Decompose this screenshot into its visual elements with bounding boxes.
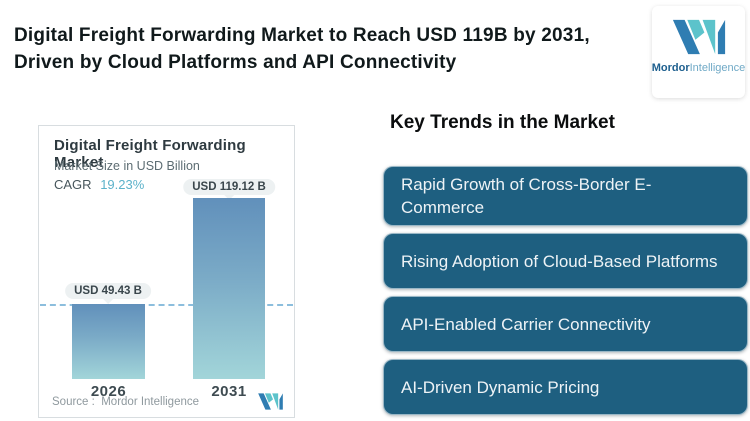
cagr-row: CAGR 19.23% [54,177,144,192]
trend-item-api-connectivity: API-Enabled Carrier Connectivity [383,296,748,352]
market-chart-card: Digital Freight Forwarding Market Market… [38,125,295,418]
trend-item-label: AI-Driven Dynamic Pricing [401,377,600,397]
page-title-line-2: Driven by Cloud Platforms and API Connec… [14,52,457,73]
trend-item-label: API-Enabled Carrier Connectivity [401,314,651,334]
brand-wordmark: MordorIntelligence [652,62,746,74]
chart-source-row: Source : Mordor Intelligence [52,393,284,410]
trend-item-ai-pricing: AI-Driven Dynamic Pricing [383,359,748,415]
cagr-label: CAGR [54,177,92,192]
trend-item-cloud-platforms: Rising Adoption of Cloud-Based Platforms [383,233,748,289]
bar-2026 [72,304,145,379]
cagr-value: 19.23% [100,177,145,192]
mordor-logo-icon [672,19,725,55]
chart-subtitle: Market Size in USD Billion [54,159,200,173]
page-title: Digital Freight Forwarding Market to Rea… [14,22,639,76]
brand-logo-card: MordorIntelligence [652,6,745,98]
trends-heading: Key Trends in the Market [390,112,615,133]
source-text: Source : Mordor Intelligence [52,395,200,408]
bar-2031 [193,198,265,379]
brand-name-light: Intelligence [689,62,746,74]
reference-dashed-line [40,304,293,306]
trend-item-cross-border-ecommerce: Rapid Growth of Cross-Border E-Commerce [383,166,748,226]
bar-value-label-2026: USD 49.43 B [65,283,151,299]
x-axis-label-2026: 2026 [90,383,127,400]
trend-item-label: Rapid Growth of Cross-Border E-Commerce [401,175,652,217]
page-title-line-1: Digital Freight Forwarding Market to Rea… [14,25,590,46]
trend-item-label: Rising Adoption of Cloud-Based Platforms [401,251,718,271]
trends-list: Rapid Growth of Cross-Border E-Commerce … [383,166,748,415]
mi-logo-mark-icon [258,393,283,410]
chart-title: Digital Freight Forwarding Market [54,137,246,171]
x-axis-label-2031: 2031 [211,383,247,400]
brand-name-bold: Mordor [651,62,690,74]
bar-value-label-2031: USD 119.12 B [183,179,275,195]
